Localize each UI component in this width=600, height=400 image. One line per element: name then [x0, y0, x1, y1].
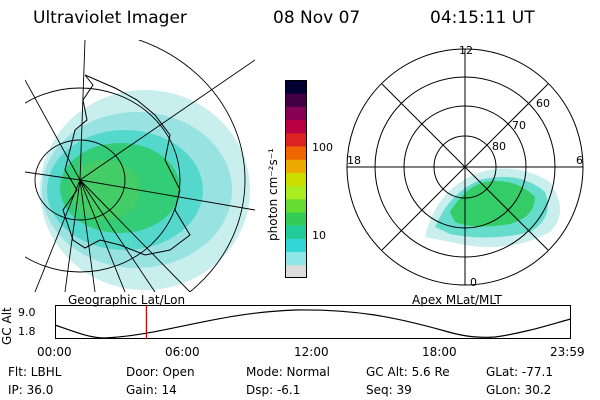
mlat-label-60: 60 [536, 97, 550, 110]
colorbar-segment [285, 93, 307, 107]
geographic-map [25, 40, 255, 292]
colorbar-segment [285, 80, 307, 94]
instrument-title: Ultraviolet Imager [33, 8, 187, 28]
timeline-plot [55, 305, 571, 339]
colorbar-frame [285, 80, 307, 278]
timeline-xtick-0000: 00:00 [37, 345, 72, 359]
timeline-axis-label: GC Alt [0, 307, 14, 345]
colorbar-unit-label: photon cm⁻²s⁻¹ [266, 148, 280, 241]
mlt-label-18: 18 [347, 154, 361, 167]
info-dsp: Dsp: -6.1 [246, 383, 301, 397]
colorbar-segment [285, 198, 307, 213]
colorbar-segment [285, 132, 307, 147]
mlat-label-80: 80 [492, 140, 506, 153]
info-ip: IP: 36.0 [8, 383, 54, 397]
timeline-xtick-0600: 06:00 [165, 345, 200, 359]
colorbar-segment [285, 119, 307, 134]
info-seq: Seq: 39 [366, 383, 412, 397]
colorbar-segment [285, 238, 307, 253]
colorbar-segment [285, 264, 307, 278]
mlt-label-12: 12 [459, 44, 473, 57]
geographic-label: Geographic Lat/Lon [68, 293, 186, 307]
colorbar-segment [285, 225, 307, 239]
orbit-altitude-curve [55, 309, 571, 339]
timeline-xtick-2359: 23:59 [550, 345, 585, 359]
info-gain: Gain: 14 [126, 383, 177, 397]
info-glat: GLat: -77.1 [486, 365, 553, 379]
colorbar-segment [285, 212, 307, 226]
colorbar-segment [285, 146, 307, 160]
mlat-label-70: 70 [512, 119, 526, 132]
mlt-label-6: 6 [576, 154, 583, 167]
date-label: 08 Nov 07 [273, 8, 361, 28]
timeline-ytick-top: 9.0 [18, 306, 36, 319]
colorbar-segment [285, 106, 307, 121]
info-mode: Mode: Normal [246, 365, 330, 379]
info-gcalt: GC Alt: 5.6 Re [366, 365, 450, 379]
mlt-label-0: 0 [470, 276, 477, 289]
timeline-xtick-1800: 18:00 [422, 345, 457, 359]
apex-label: Apex MLat/MLT [412, 293, 502, 307]
info-door: Door: Open [126, 365, 195, 379]
timeline-xtick-1200: 12:00 [294, 345, 329, 359]
colorbar-segment [285, 172, 307, 187]
colorbar-segment [285, 251, 307, 266]
colorbar-tick-10: 10 [312, 229, 326, 242]
colorbar-segment [285, 159, 307, 173]
colorbar-segment [285, 185, 307, 200]
colorbar [285, 80, 307, 278]
info-flt: Flt: LBHL [8, 365, 62, 379]
apex-polar-plot [346, 48, 584, 286]
colorbar-tick-100: 100 [312, 141, 333, 154]
time-label: 04:15:11 UT [430, 8, 535, 28]
info-glon: GLon: 30.2 [486, 383, 552, 397]
timeline-ytick-bottom: 1.8 [18, 325, 36, 338]
